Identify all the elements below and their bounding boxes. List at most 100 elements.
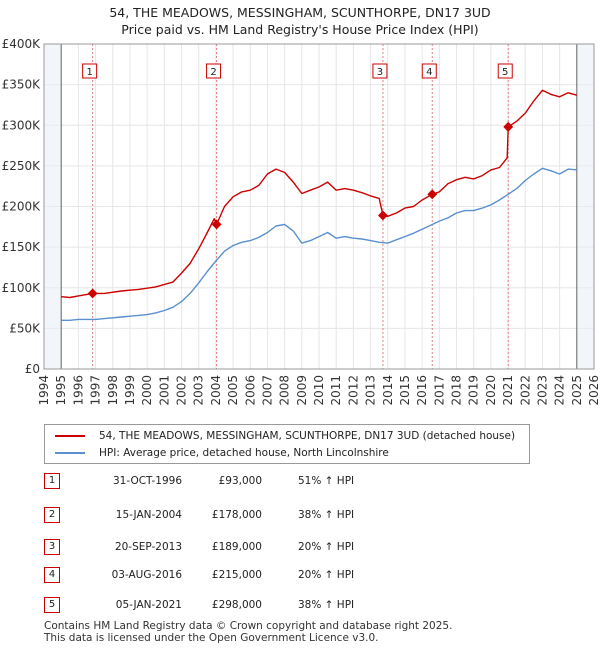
x-tick-label: 2014 [381,375,395,406]
transaction-price: £178,000 [211,509,262,521]
x-tick-label: 2000 [140,375,154,406]
y-tick-label: £150K [2,240,42,254]
transaction-hpi-change: 20% ↑ HPI [298,569,355,581]
x-tick-label: 1998 [106,375,120,406]
x-tick-label: 2022 [518,375,532,406]
y-tick-label: £100K [2,281,42,295]
sale-labels: 1 2 3 4 5 [82,63,513,79]
legend-label-property: 54, THE MEADOWS, MESSINGHAM, SCUNTHORPE,… [99,430,516,442]
x-tick-label: 2021 [501,375,515,406]
x-tick-label: 2015 [398,375,412,406]
x-tick-label: 2008 [278,375,292,406]
sale-label-number: 1 [86,67,92,78]
legend-item-hpi: HPI: Average price, detached house, Nort… [55,445,389,461]
x-tick-label: 2013 [364,375,378,406]
x-axis-ticks: 1994 1995 1996 1997 1998 1999 2000 2001 2002 2003… [37,375,600,406]
x-tick-label: 2026 [587,375,600,406]
y-tick-label: £250K [2,159,42,173]
post-data-shade [576,44,594,369]
sale-label-box [206,63,222,79]
x-tick-label: 2004 [209,375,223,406]
transaction-hpi-change: 20% ↑ HPI [298,541,355,553]
footer-notice: Contains HM Land Registry data © Crown c… [44,620,452,644]
y-tick-label: £200K [2,200,42,214]
price-chart: 1 2 3 4 5 £0 £50K £100K £150K £200K £250K £300K £35… [2,37,600,406]
series-line [61,167,577,321]
x-tick-label: 1994 [37,375,51,406]
transaction-price: £298,000 [211,599,262,611]
transaction-row: 4 03-AUG-2016 £215,000 20% ↑ HPI [44,566,524,584]
transaction-row: 2 15-JAN-2004 £178,000 38% ↑ HPI [44,506,524,524]
transaction-date: 03-AUG-2016 [111,569,182,581]
x-tick-label: 1995 [54,375,68,406]
transaction-date: 20-SEP-2013 [114,541,182,553]
x-tick-label: 2012 [346,375,360,406]
transaction-date: 15-JAN-2004 [115,509,182,521]
sale-label-number: 4 [426,67,432,78]
x-tick-label: 2025 [570,375,584,406]
sale-label-number: 2 [210,67,216,78]
transaction-row: 3 20-SEP-2013 £189,000 20% ↑ HPI [44,538,524,556]
transaction-number: 2 [44,507,60,523]
x-tick-label: 2009 [295,375,309,406]
y-tick-label: £350K [2,78,42,92]
x-tick-label: 2016 [415,375,429,406]
x-tick-label: 2007 [260,375,274,406]
transaction-number: 5 [44,597,60,613]
transaction-date: 31-OCT-1996 [113,475,182,487]
transaction-hpi-change: 38% ↑ HPI [298,599,355,611]
transaction-row: 5 05-JAN-2021 £298,000 38% ↑ HPI [44,596,524,614]
x-tick-label: 1997 [89,375,103,406]
x-tick-label: 2017 [432,375,446,406]
sale-label-number: 5 [502,67,508,78]
series-line [61,89,577,299]
transaction-row: 1 31-OCT-1996 £93,000 51% ↑ HPI [44,472,524,490]
chart-legend: 54, THE MEADOWS, MESSINGHAM, SCUNTHORPE,… [44,424,530,464]
x-tick-label: 1999 [123,375,137,406]
legend-line-hpi [55,452,85,454]
y-tick-label: £0 [25,362,40,376]
shaded-regions [44,44,594,369]
sale-label-box [372,63,388,79]
x-tick-label: 2011 [329,375,343,406]
x-tick-label: 2006 [243,375,257,406]
transaction-hpi-change: 51% ↑ HPI [298,475,355,487]
transaction-date: 05-JAN-2021 [115,599,182,611]
chart-title-block: 54, THE MEADOWS, MESSINGHAM, SCUNTHORPE,… [0,4,600,38]
sale-marker [427,189,438,200]
y-tick-label: £400K [2,37,42,51]
x-tick-label: 2001 [157,375,171,406]
x-tick-label: 1996 [71,375,85,406]
sale-label-box [421,63,437,79]
sale-marker [211,219,222,230]
x-tick-label: 2003 [192,375,206,406]
legend-label-hpi: HPI: Average price, detached house, Nort… [99,447,389,459]
series-lines [61,89,577,321]
legend-line-property [55,435,85,437]
sale-label-box [82,63,98,79]
y-axis-ticks: £0 £50K £100K £150K £200K £250K £300K £350K £400… [2,37,42,376]
pre-data-shade [44,44,62,369]
transaction-number: 4 [44,567,60,583]
x-tick-label: 2020 [484,375,498,406]
sale-marker [377,210,388,221]
sale-label-box [497,63,513,79]
transaction-number: 1 [44,473,60,489]
x-tick-label: 2024 [553,375,567,406]
chart-subtitle: Price paid vs. HM Land Registry's House … [121,22,479,37]
x-tick-label: 2010 [312,375,326,406]
transaction-price: £189,000 [211,541,262,553]
footer-copyright: Contains HM Land Registry data © Crown c… [44,620,453,632]
x-tick-label: 2005 [226,375,240,406]
footer-license: This data is licensed under the Open Gov… [44,632,379,644]
transaction-number: 3 [44,539,60,555]
x-tick-label: 2019 [467,375,481,406]
x-tick-label: 2023 [535,375,549,406]
x-tick-label: 2002 [175,375,189,406]
legend-item-property: 54, THE MEADOWS, MESSINGHAM, SCUNTHORPE,… [55,428,515,444]
sale-label-number: 3 [377,67,383,78]
y-tick-label: £300K [2,118,42,132]
y-tick-label: £50K [9,321,41,335]
plot-border [43,43,595,370]
chart-title: 54, THE MEADOWS, MESSINGHAM, SCUNTHORPE,… [109,5,491,20]
